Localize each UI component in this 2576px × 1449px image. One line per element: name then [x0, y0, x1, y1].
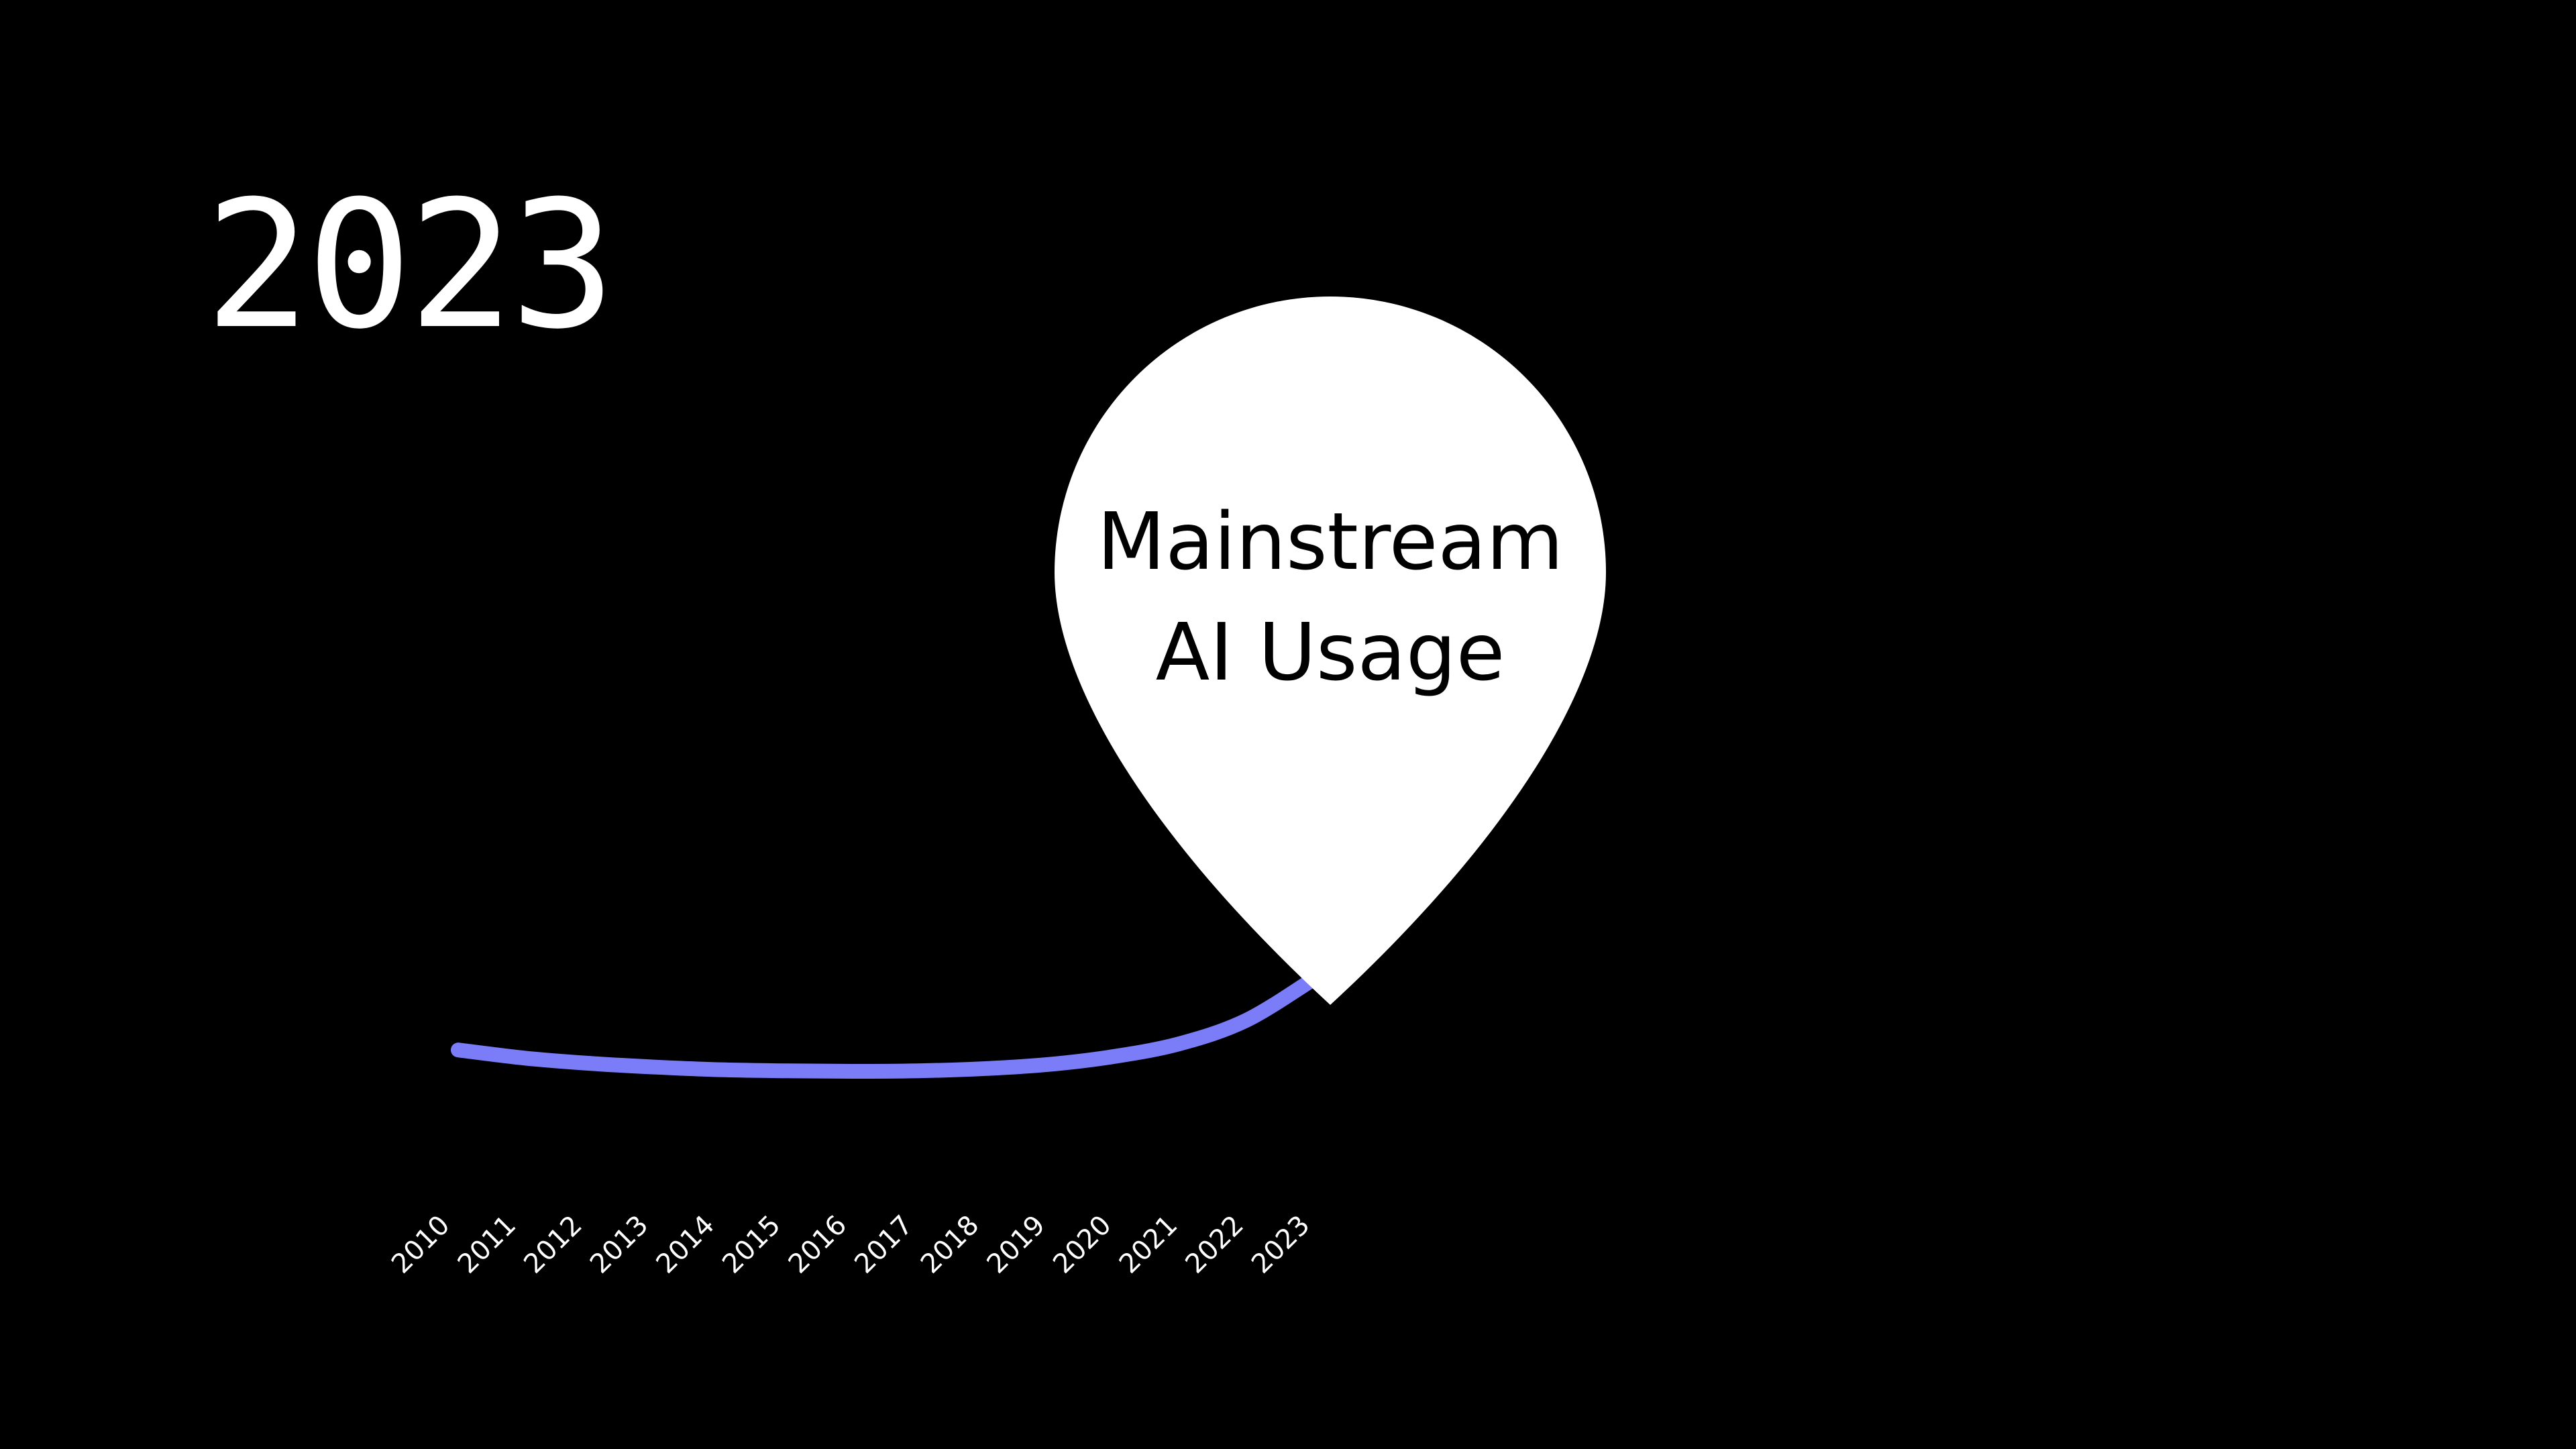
x-tick-label-2012: 2012 [518, 1210, 588, 1280]
x-tick-label-2018: 2018 [915, 1210, 985, 1280]
year-display: 2023 [205, 163, 616, 368]
location-pin-icon: Mainstream AI Usage [1055, 297, 1606, 1005]
x-tick-label-2020: 2020 [1047, 1210, 1118, 1280]
x-axis-tick-labels: 2010201120122013201420152016201720182019… [386, 1210, 1316, 1280]
x-tick-label-2013: 2013 [584, 1210, 655, 1280]
x-tick-label-2022: 2022 [1179, 1210, 1250, 1280]
x-tick-label-2019: 2019 [981, 1210, 1052, 1280]
x-tick-label-2015: 2015 [716, 1210, 787, 1280]
pin-shape [1055, 297, 1606, 1005]
x-tick-label-2016: 2016 [783, 1210, 853, 1280]
x-tick-label-2023: 2023 [1246, 1210, 1316, 1280]
series-line [451, 973, 1319, 1079]
x-tick-label-2011: 2011 [452, 1210, 523, 1280]
x-tick-label-2021: 2021 [1114, 1210, 1184, 1280]
annotation-line-1: Mainstream [1097, 495, 1563, 588]
x-tick-label-2010: 2010 [386, 1210, 456, 1280]
x-tick-label-2014: 2014 [651, 1210, 721, 1280]
annotation-line-2: AI Usage [1156, 606, 1505, 698]
x-tick-label-2017: 2017 [849, 1210, 919, 1280]
